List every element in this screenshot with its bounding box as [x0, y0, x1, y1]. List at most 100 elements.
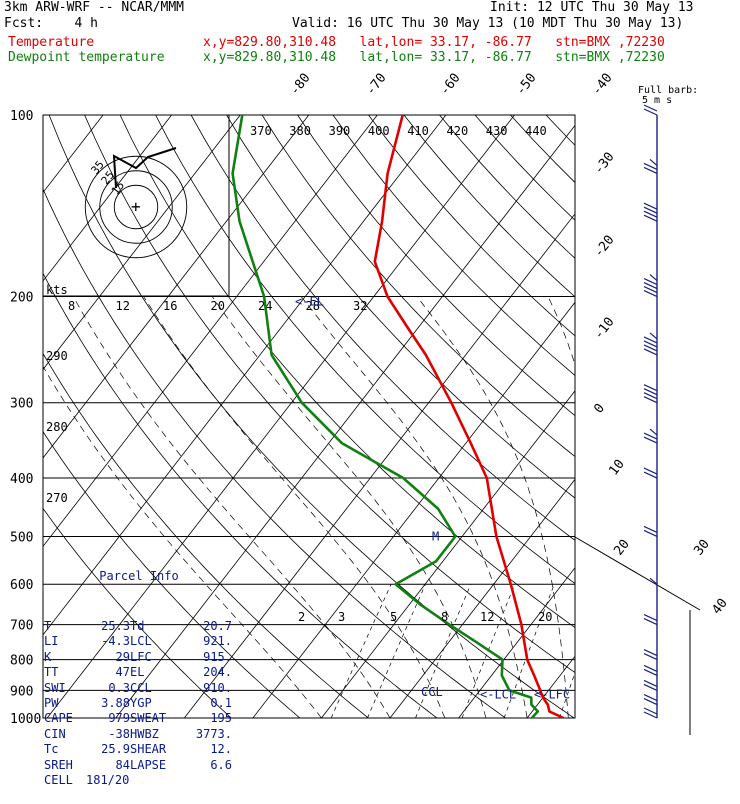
parcel-info-cell: 84 — [80, 758, 130, 773]
parcel-info-cell: 47 — [80, 665, 130, 680]
isotherm-label: -10 — [591, 315, 617, 343]
dry-adiabat — [262, 115, 740, 718]
parcel-info-cell: PW — [44, 696, 80, 711]
hodograph-trace — [114, 148, 176, 188]
parcel-info-cell: T — [44, 619, 80, 634]
parcel-info-cell: SHEAR — [130, 742, 176, 757]
pressure-tick-label: 900 — [10, 684, 33, 699]
dewpoint-location: x,y=829.80,310.48 lat,lon= 33.17, -86.77… — [203, 51, 665, 65]
level-label: <-LCL — [480, 688, 516, 702]
dry-adiabat — [298, 115, 740, 718]
pressure-tick-label: 300 — [10, 397, 33, 412]
theta-label: 280 — [46, 420, 68, 434]
parcel-info-cell: 12. — [176, 742, 232, 757]
parcel-info-cell: Td — [130, 619, 176, 634]
parcel-info-cell: LCL — [130, 634, 176, 649]
isotherm-label: -80 — [287, 71, 313, 99]
mixing-ratio-label: 12 — [480, 610, 494, 624]
parcel-info-cell: EL — [130, 665, 176, 680]
theta-label: 440 — [525, 124, 547, 138]
theta-label: 290 — [46, 349, 68, 363]
dry-adiabat — [511, 115, 740, 718]
theta-label: 370 — [250, 124, 272, 138]
pressure-tick-label: 100 — [10, 109, 33, 124]
isotherm — [733, 115, 740, 718]
isotherm-label: -70 — [363, 71, 389, 99]
level-label: <-LFC — [534, 688, 570, 702]
isotherm-label: 20 — [611, 537, 632, 559]
parcel-info-cell — [130, 773, 176, 788]
parcel-info-cell: 910. — [176, 681, 232, 696]
parcel-info-cell: 0.3 — [80, 681, 130, 696]
theta-label: 380 — [289, 124, 311, 138]
temperature-legend: Temperature — [8, 36, 94, 50]
parcel-info-cell: SWEAT — [130, 711, 176, 726]
hodograph-scale-tick: 32 — [353, 299, 367, 313]
parcel-info-cell: 0.1 — [176, 696, 232, 711]
theta-label: 390 — [329, 124, 351, 138]
parcel-info-cell: 3.88 — [80, 696, 130, 711]
theta-label: 410 — [407, 124, 429, 138]
parcel-info-cell: 20.7 — [176, 619, 232, 634]
theta-label: 400 — [368, 124, 390, 138]
parcel-info-cell: 979 — [80, 711, 130, 726]
pressure-tick-label: 1000 — [10, 712, 41, 727]
parcel-info-cell — [176, 773, 232, 788]
parcel-info-cell: LAPSE — [130, 758, 176, 773]
mixing-ratio-label: 20 — [538, 610, 552, 624]
parcel-info-cell: TT — [44, 665, 80, 680]
wind-barb — [650, 333, 657, 339]
parcel-info-cell: 181/20 — [80, 773, 130, 788]
dry-adiabat — [227, 115, 740, 718]
mixing-ratio-label: 8 — [441, 610, 448, 624]
isotherm-label: -50 — [513, 71, 539, 99]
dry-adiabat — [582, 115, 740, 718]
moist-adiabat — [212, 297, 486, 719]
level-label: <-EL — [295, 295, 324, 309]
dry-adiabat — [440, 115, 740, 718]
hodograph-scale-tick: 12 — [116, 299, 130, 313]
barb-legend-units: 5 m s — [642, 95, 672, 106]
hodograph-kts-label: kts — [46, 283, 68, 297]
isotherm-label: -40 — [589, 71, 615, 99]
isotherm — [664, 115, 740, 718]
pressure-tick-label: 400 — [10, 472, 33, 487]
dry-adiabat — [156, 115, 740, 718]
wind-barb — [650, 275, 657, 281]
frame-edge — [575, 537, 700, 610]
parcel-info-cell: 915. — [176, 650, 232, 665]
isotherm-label: -20 — [591, 233, 617, 261]
dry-adiabat — [653, 115, 740, 718]
mixing-ratio-label: 2 — [298, 610, 305, 624]
dry-adiabat — [475, 115, 740, 718]
forecast-hour: Fcst: 4 h — [4, 17, 98, 31]
parcel-info-cell: K — [44, 650, 80, 665]
parcel-info-cell: LFC — [130, 650, 176, 665]
theta-label: 420 — [447, 124, 469, 138]
parcel-info-cell: 25.3 — [80, 619, 130, 634]
pressure-tick-label: 200 — [10, 291, 33, 306]
parcel-info-cell: LI — [44, 634, 80, 649]
pressure-tick-label: 800 — [10, 654, 33, 669]
hodograph-center: + — [131, 197, 141, 216]
mixing-ratio-label: 3 — [338, 610, 345, 624]
hodograph-scale-tick: 16 — [163, 299, 177, 313]
pressure-tick-label: 700 — [10, 619, 33, 634]
pressure-tick-label: 500 — [10, 530, 33, 545]
theta-label: 430 — [486, 124, 508, 138]
parcel-info-cell: 29 — [80, 650, 130, 665]
dewpoint-legend: Dewpoint temperature — [8, 51, 165, 65]
parcel-info-cell: CCL — [130, 681, 176, 696]
parcel-info-cell: Tc — [44, 742, 80, 757]
isotherm-label: -30 — [591, 150, 617, 178]
parcel-info-cell: -4.3 — [80, 634, 130, 649]
temperature-location: x,y=829.80,310.48 lat,lon= 33.17, -86.77… — [203, 36, 665, 50]
isotherm — [459, 115, 740, 718]
parcel-info-cell: CELL — [44, 773, 80, 788]
mixing-ratio-label: 5 — [390, 610, 397, 624]
parcel-info-cell: 6.6 — [176, 758, 232, 773]
isotherm — [596, 115, 740, 718]
wind-barb — [650, 159, 657, 165]
